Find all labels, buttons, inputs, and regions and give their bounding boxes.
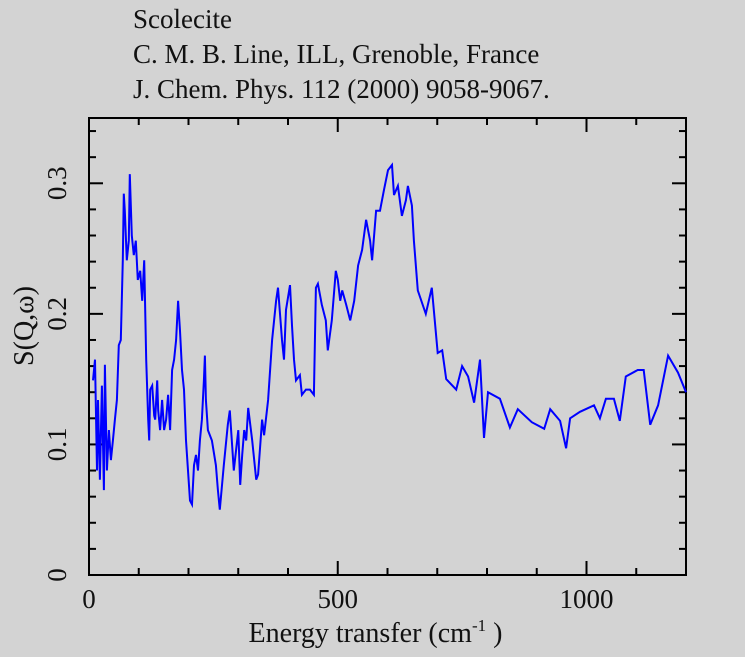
y-axis-label: S(Q,ω) [9,286,40,366]
x-axis-label: Energy transfer (cm-1 ) [249,616,503,649]
x-tick-label: 0 [82,584,96,614]
chart-title-reference: J. Chem. Phys. 112 (2000) 9058-9067. [133,74,550,104]
y-tick-label: 0 [42,568,72,582]
chart-title-sample: Scolecite [133,4,232,34]
y-tick-label: 0.1 [42,428,72,462]
plot-frame [88,117,687,576]
x-tick-label: 500 [318,584,359,614]
y-tick-label: 0.3 [42,166,72,200]
x-tick-label: 1000 [560,584,614,614]
chart-title-author: C. M. B. Line, ILL, Grenoble, France [133,39,540,69]
y-tick-label: 0.2 [42,297,72,331]
data-line-0 [92,162,687,510]
